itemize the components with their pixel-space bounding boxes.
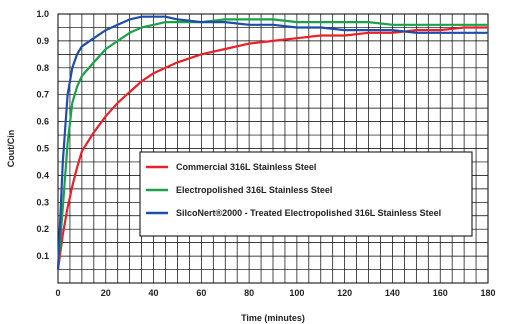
x-tick-label: 140	[385, 288, 400, 298]
legend: Commercial 316L Stainless Steel Electropo…	[139, 151, 473, 237]
x-tick-label: 60	[196, 288, 206, 298]
legend-entry: Electropolished 316L Stainless Steel	[176, 185, 332, 195]
series-line-2	[56, 15, 488, 270]
x-tick-labels: 0 20 40 60 80 100 120 140 160 180	[55, 288, 495, 298]
series-line-0	[56, 26, 488, 270]
y-axis-label: Cout/Cin	[6, 130, 16, 168]
y-tick-label: 0.8	[36, 63, 49, 73]
grid	[58, 14, 488, 283]
x-tick-label: 20	[101, 288, 111, 298]
y-tick-label: 0.6	[36, 117, 49, 127]
y-tick-label: 0.2	[36, 224, 49, 234]
y-tick-label: 0.7	[36, 90, 49, 100]
x-tick-label: 0	[55, 288, 60, 298]
x-tick-label: 100	[289, 288, 304, 298]
series-layer	[56, 15, 488, 270]
y-tick-label: 0.9	[36, 36, 49, 46]
x-tick-label: 180	[480, 288, 495, 298]
x-tick-label: 80	[244, 288, 254, 298]
x-tick-label: 120	[337, 288, 352, 298]
y-tick-label: 0.1	[36, 251, 49, 261]
y-tick-label: 0.3	[36, 197, 49, 207]
legend-entry: Commercial 316L Stainless Steel	[176, 162, 316, 172]
y-tick-label: 0.4	[36, 170, 49, 180]
legend-entry: SilcoNert®2000 - Treated Electropolished…	[176, 208, 441, 218]
x-tick-label: 40	[149, 288, 159, 298]
plot-frame	[57, 13, 489, 284]
x-tick-label: 160	[433, 288, 448, 298]
y-tick-label: 1.0	[36, 9, 49, 19]
y-tick-label: 0.5	[36, 144, 49, 154]
y-tick-labels: 0.1 0.2 0.3 0.4 0.5 0.6 0.7 0.8 0.9 1.0	[36, 9, 49, 261]
series-line-1	[56, 18, 488, 270]
x-axis-label: Time (minutes)	[241, 313, 305, 323]
legend-box	[139, 151, 473, 237]
